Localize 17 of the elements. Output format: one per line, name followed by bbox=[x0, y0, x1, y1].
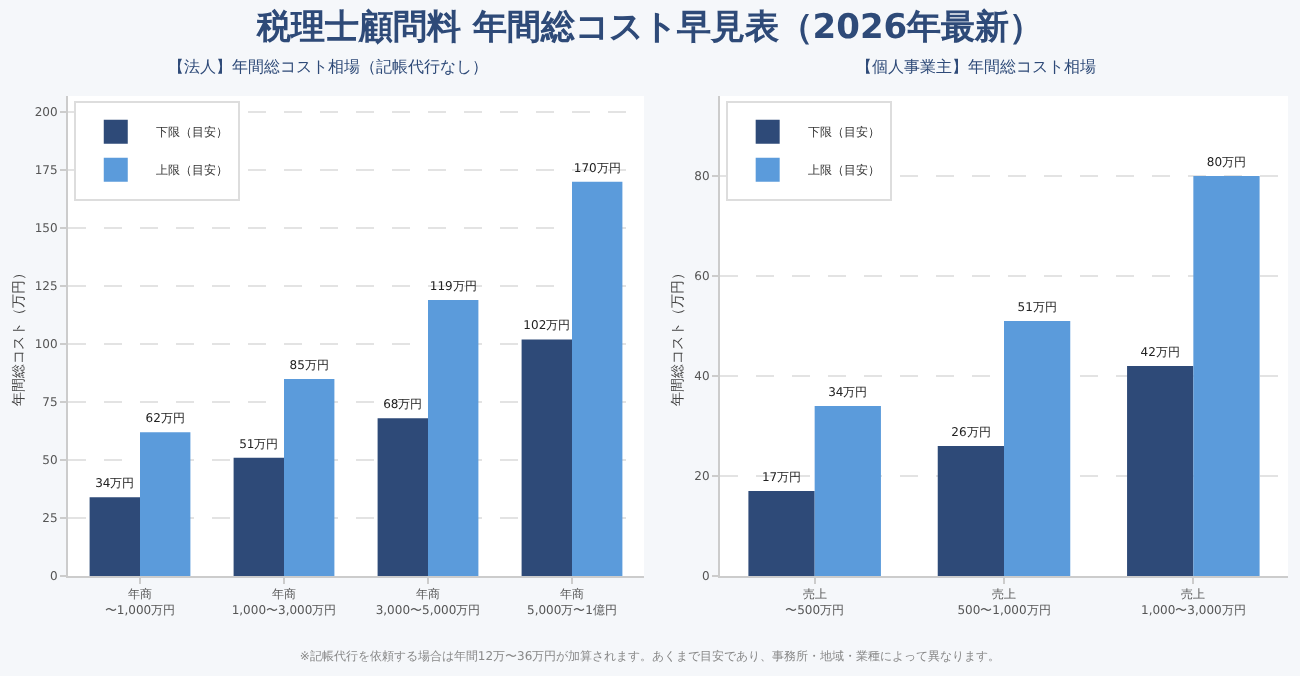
bar bbox=[1193, 176, 1260, 576]
chart-title: 税理士顧問料 年間総コスト早見表（2026年最新） bbox=[254, 6, 1046, 50]
bar bbox=[1004, 321, 1071, 576]
bar bbox=[937, 446, 1004, 576]
bar bbox=[89, 497, 140, 576]
bar bbox=[1127, 366, 1194, 576]
bar bbox=[233, 457, 284, 576]
bar bbox=[284, 378, 335, 576]
bar bbox=[428, 300, 479, 576]
bar bbox=[140, 432, 191, 576]
chart-subtitle: 【個人事業主】年間総コスト相場 bbox=[856, 58, 1096, 77]
chart-subtitle: 【法人】年間総コスト相場（記帳代行なし） bbox=[168, 58, 488, 77]
bar bbox=[748, 491, 815, 576]
bar bbox=[521, 339, 572, 576]
bar bbox=[377, 418, 428, 576]
bar bbox=[814, 406, 881, 576]
bar bbox=[572, 181, 623, 576]
